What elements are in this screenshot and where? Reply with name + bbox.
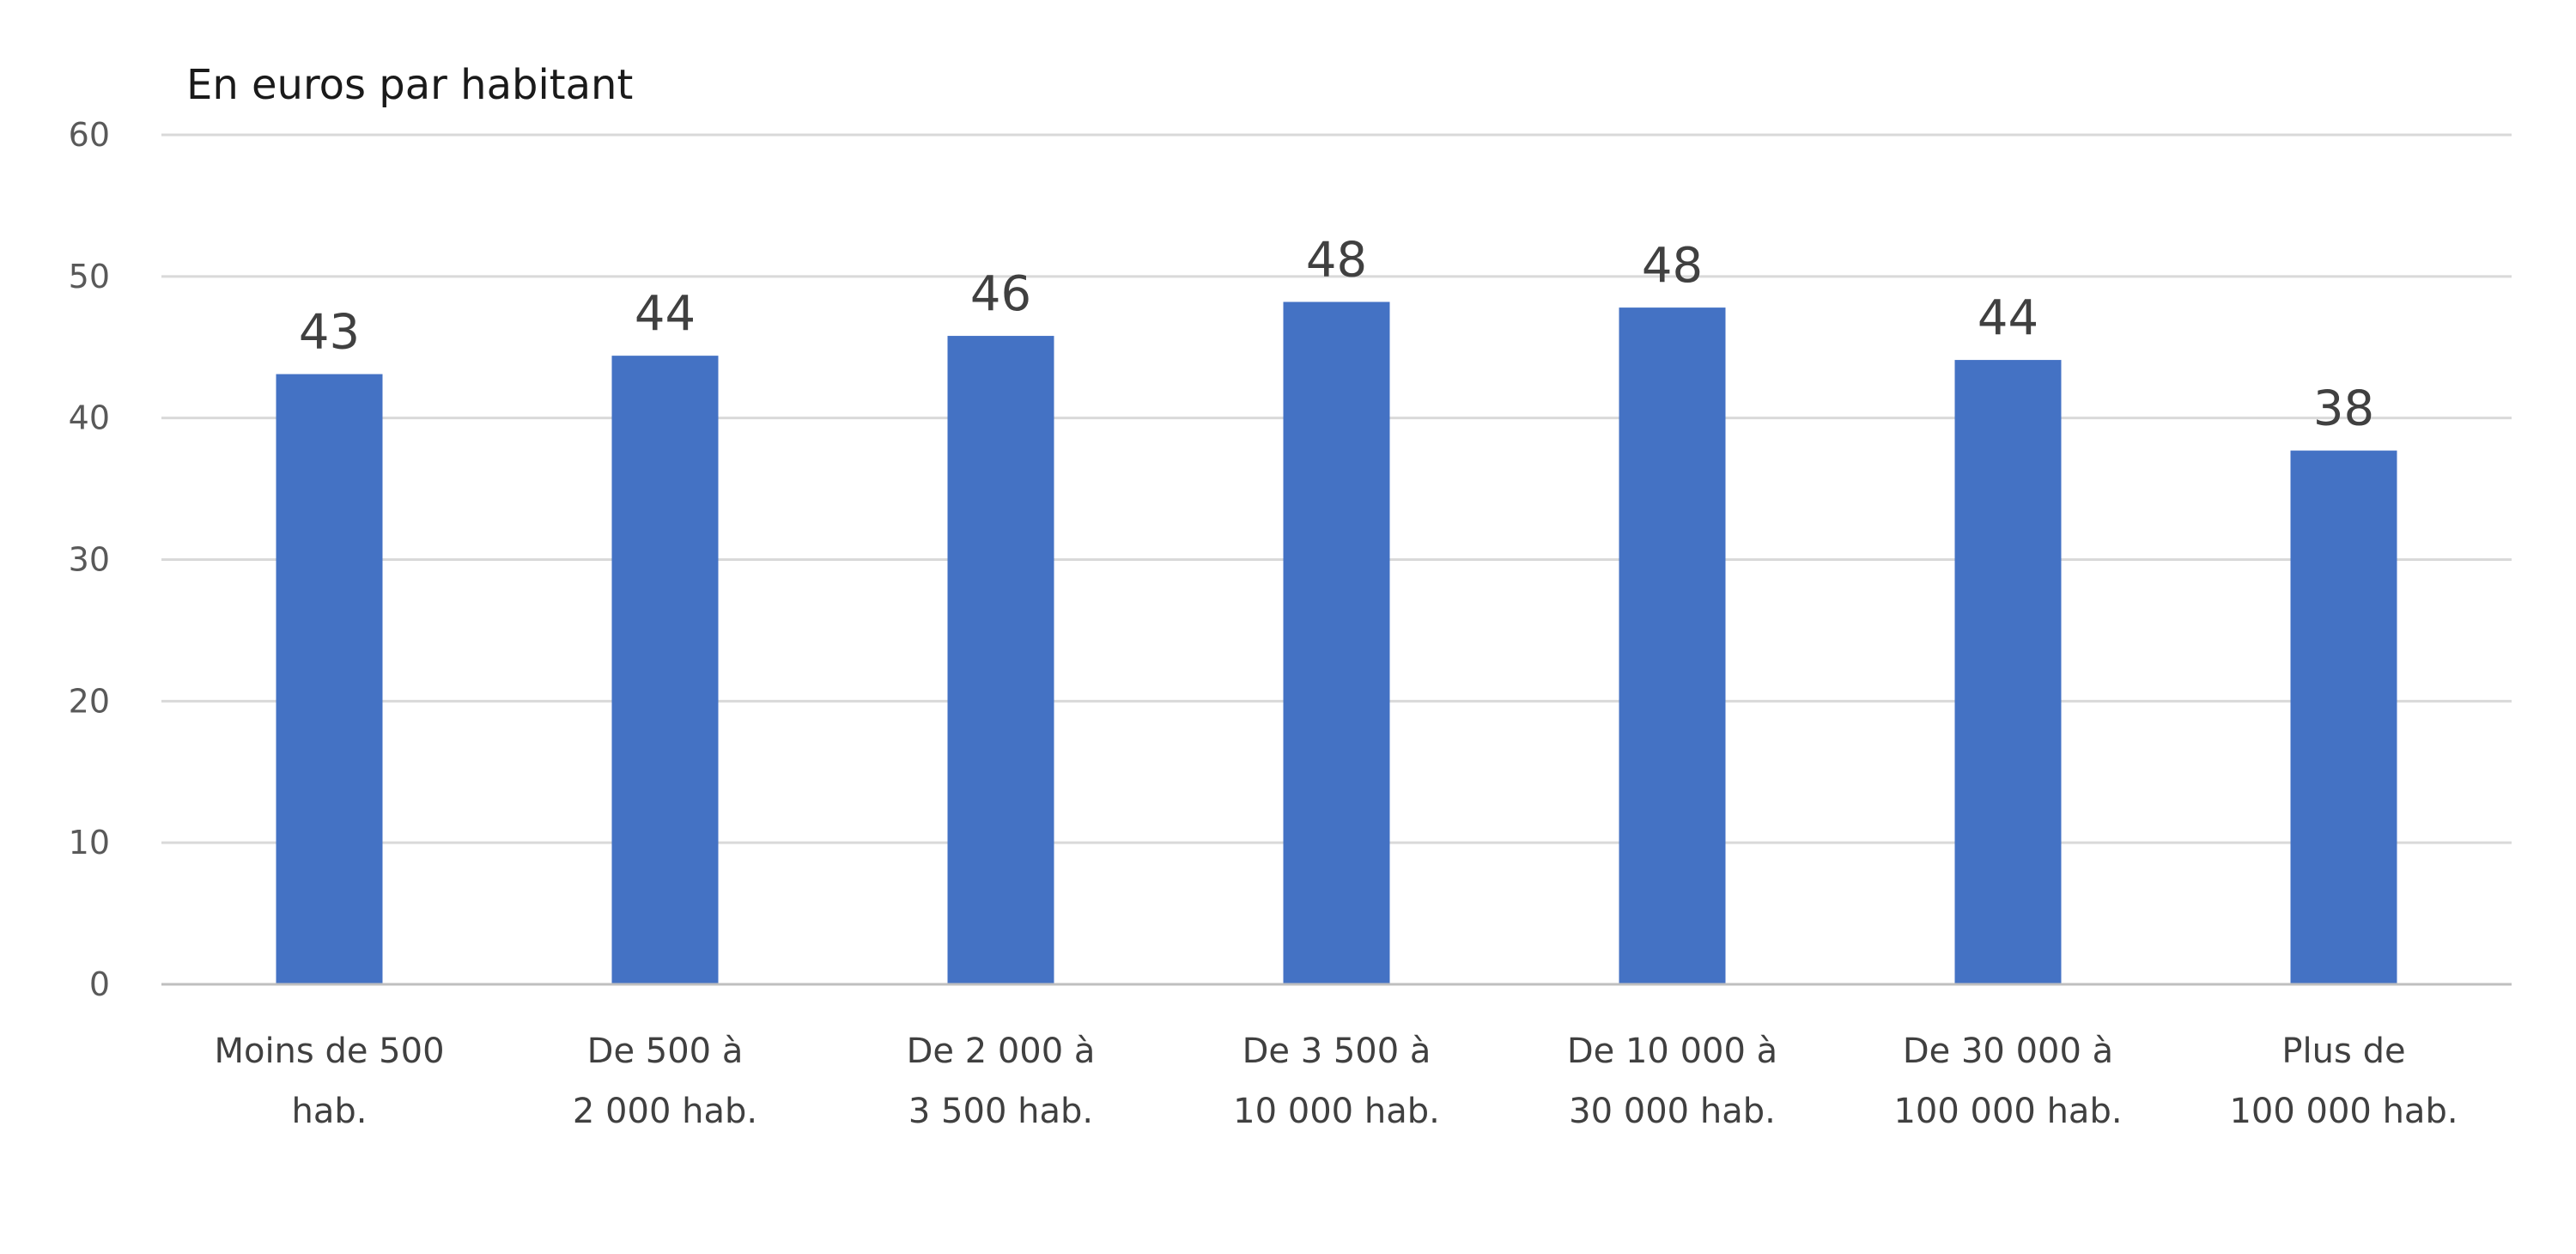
bar [276, 374, 383, 984]
data-label: 38 [2313, 381, 2374, 437]
y-tick-label: 50 [69, 258, 110, 295]
x-category-label: hab. [292, 1092, 368, 1131]
x-category-label: 100 000 hab. [2229, 1092, 2458, 1131]
bar [1954, 360, 2062, 985]
y-tick-label: 60 [69, 116, 110, 154]
x-category-label: 2 000 hab. [573, 1092, 757, 1131]
x-category-label: 30 000 hab. [1569, 1092, 1776, 1131]
x-category-label: Plus de [2281, 1032, 2405, 1071]
y-tick-label: 10 [69, 824, 110, 861]
x-category-label: De 3 500 à [1242, 1032, 1431, 1071]
data-label: 46 [970, 266, 1031, 322]
data-label: 44 [1978, 290, 2038, 346]
data-label: 44 [635, 286, 696, 342]
y-tick-label: 30 [69, 541, 110, 579]
bar [947, 336, 1054, 984]
x-category-label: Moins de 500 [214, 1032, 444, 1071]
data-labels: 43 44 46 48 48 44 38 [299, 233, 2374, 437]
y-tick-label: 20 [69, 682, 110, 720]
x-axis-categories: Moins de 500 hab. De 500 à 2 000 hab. De 2 0… [214, 1032, 2458, 1131]
bar [611, 356, 719, 984]
bar [1283, 301, 1390, 985]
data-label: 48 [1642, 238, 1703, 294]
x-category-label: 10 000 hab. [1233, 1092, 1440, 1131]
bar [2290, 450, 2397, 984]
bar [1619, 307, 1726, 984]
x-category-label: 3 500 hab. [908, 1092, 1093, 1131]
x-category-label: De 30 000 à [1903, 1032, 2113, 1071]
x-category-label: De 10 000 à [1567, 1032, 1777, 1071]
data-label: 43 [299, 305, 360, 361]
x-category-label: 100 000 hab. [1893, 1092, 2122, 1131]
bars [276, 301, 2397, 985]
y-axis-ticks: 0 10 20 30 40 50 60 [69, 116, 110, 1003]
unit-label: En euros par habitant [186, 61, 633, 109]
x-category-label: De 2 000 à [907, 1032, 1096, 1071]
y-tick-label: 0 [89, 965, 110, 1003]
x-category-label: De 500 à [587, 1032, 744, 1071]
data-label: 48 [1306, 233, 1367, 289]
y-tick-label: 40 [69, 399, 110, 437]
